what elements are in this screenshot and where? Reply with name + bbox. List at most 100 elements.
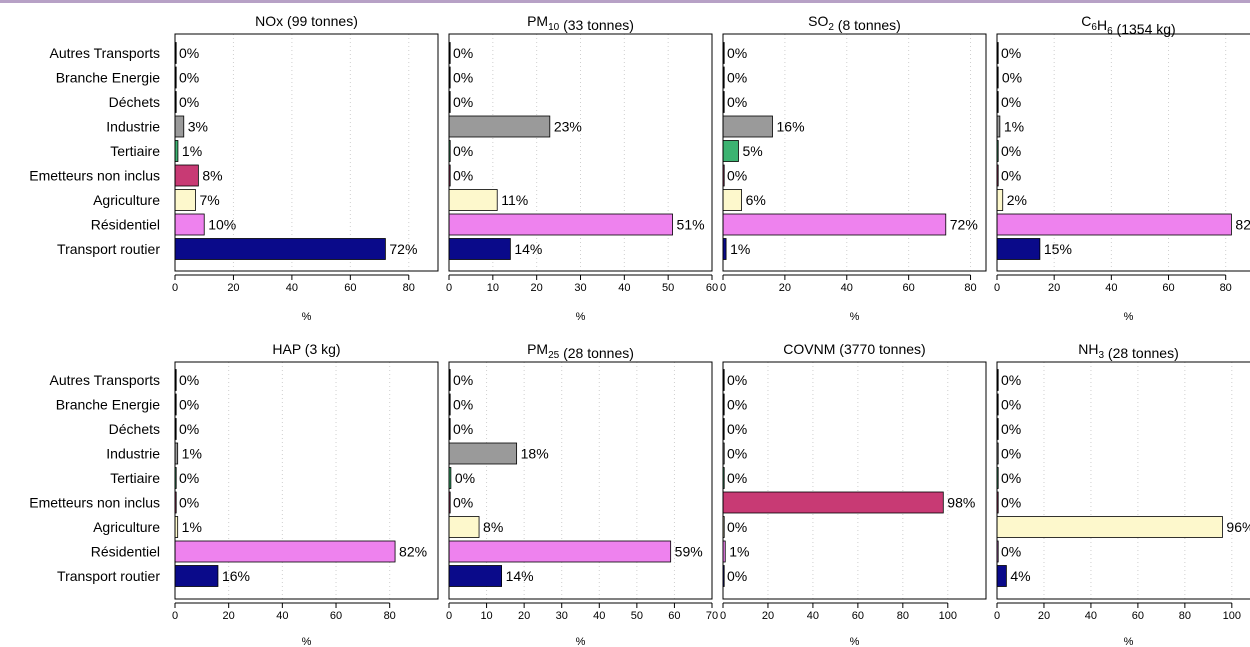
x-tick-label: 40 [1085, 610, 1097, 622]
x-tick-label: 20 [779, 282, 791, 294]
panel-title: SO2 (8 tonnes) [808, 13, 901, 33]
x-axis-label: % [576, 311, 586, 323]
category-label: Transport routier [57, 568, 160, 584]
panel-title: HAP (3 kg) [272, 341, 340, 357]
chart-panel: 0% 0% 0% 3% 1%8% 7% 10% 72% 0 20 40 60 80% NOx (99 to… [172, 13, 439, 323]
data-label: 14% [506, 568, 534, 584]
category-label: Transport routier [57, 241, 160, 257]
bar [448, 115, 551, 138]
x-tick-label: 60 [706, 282, 718, 294]
x-tick-label: 20 [223, 610, 235, 622]
x-tick-label: 60 [668, 610, 680, 622]
x-tick-label: 0 [994, 282, 1000, 294]
x-tick-label: 60 [1132, 610, 1144, 622]
data-label: 1% [729, 544, 749, 560]
x-tick-label: 0 [446, 282, 452, 294]
data-label: 0% [179, 397, 199, 413]
bar [722, 140, 739, 162]
panel-title: C6H6 (1354 kg) [1081, 13, 1175, 37]
data-label: 1% [730, 241, 750, 257]
x-tick-label: 20 [1048, 282, 1060, 294]
data-label: 0% [1001, 168, 1021, 184]
x-tick-label: 70 [706, 610, 718, 622]
panel-title: COVNM (3770 tonnes) [783, 341, 925, 357]
data-label: 0% [1001, 94, 1021, 110]
data-label: 0% [1001, 45, 1021, 61]
plot-frame [996, 361, 1250, 600]
title-main: SO [808, 13, 828, 29]
x-tick-label: 0 [172, 610, 178, 622]
x-axis-label: % [1124, 311, 1134, 323]
data-label: 0% [1001, 143, 1021, 159]
x-tick-label: 30 [556, 610, 568, 622]
data-label: 0% [727, 446, 747, 462]
bar [448, 540, 672, 563]
x-tick-label: 30 [574, 282, 586, 294]
title-subscript: 6 [1091, 22, 1097, 33]
data-label: 0% [1001, 495, 1021, 511]
category-label: Industrie [106, 446, 160, 462]
data-label: 0% [179, 372, 199, 388]
category-label: Agriculture [93, 519, 160, 535]
plot-frame [174, 33, 439, 272]
chart-panel: 0% 0% 0% 0% 0% 98% 0% 1% 0% 0 20 40 60 80 100% COVNM (3… [720, 341, 987, 647]
data-label: 0% [727, 421, 747, 437]
category-label: Branche Energie [56, 70, 161, 86]
plot-frame [448, 33, 713, 272]
data-label: 0% [1001, 421, 1021, 437]
category-label: Tertiaire [110, 470, 160, 486]
x-tick-label: 40 [841, 282, 853, 294]
bar [448, 189, 498, 211]
data-label: 96% [1226, 519, 1250, 535]
bar [996, 213, 1232, 236]
bar [996, 238, 1041, 260]
data-label: 6% [746, 192, 766, 208]
title-tail: (8 tonnes) [834, 17, 901, 33]
bar [174, 540, 396, 563]
data-label: 0% [179, 470, 199, 486]
bar [174, 213, 205, 236]
bar [174, 565, 219, 587]
x-tick-label: 60 [852, 610, 864, 622]
bar [722, 115, 773, 138]
data-label: 10% [208, 217, 236, 233]
x-tick-label: 20 [531, 282, 543, 294]
data-label: 0% [727, 568, 747, 584]
data-label: 0% [1001, 544, 1021, 560]
title-subscript: 6 [1107, 26, 1113, 37]
title-subscript: 3 [1098, 350, 1104, 361]
x-axis-label: % [576, 636, 586, 647]
bar [174, 189, 196, 211]
x-tick-label: 10 [487, 282, 499, 294]
x-tick-label: 20 [1038, 610, 1050, 622]
title-subscript: 25 [548, 350, 560, 361]
category-label: Résidentiel [91, 544, 160, 560]
data-label: 14% [514, 241, 542, 257]
x-tick-label: 80 [1179, 610, 1191, 622]
data-label: 23% [554, 119, 582, 135]
plot-frame [448, 361, 713, 600]
category-label: Agriculture [93, 192, 160, 208]
data-label: 98% [947, 495, 975, 511]
data-label: 0% [179, 45, 199, 61]
title-subscript: 2 [828, 22, 834, 33]
x-axis-label: % [850, 311, 860, 323]
data-label: 11% [501, 192, 528, 208]
bar [448, 565, 502, 587]
x-tick-label: 50 [631, 610, 643, 622]
data-label: 15% [1044, 241, 1072, 257]
x-tick-label: 40 [286, 282, 298, 294]
data-label: 0% [179, 70, 199, 86]
x-tick-label: 80 [384, 610, 396, 622]
data-label: 16% [777, 119, 805, 135]
data-label: 4% [1010, 568, 1030, 584]
x-axis-label: % [302, 636, 312, 647]
data-label: 0% [453, 70, 473, 86]
x-axis-label: % [850, 636, 860, 647]
chart-panel: 0% 0% 0% 0% 0% 0% 96% 0% 4% 0 20 40 60 80 100% NH3 (28 … [994, 341, 1250, 647]
x-axis-label: % [302, 311, 312, 323]
bar [722, 189, 742, 211]
data-label: 18% [521, 446, 549, 462]
bar [996, 516, 1223, 538]
category-label: Industrie [106, 119, 160, 135]
